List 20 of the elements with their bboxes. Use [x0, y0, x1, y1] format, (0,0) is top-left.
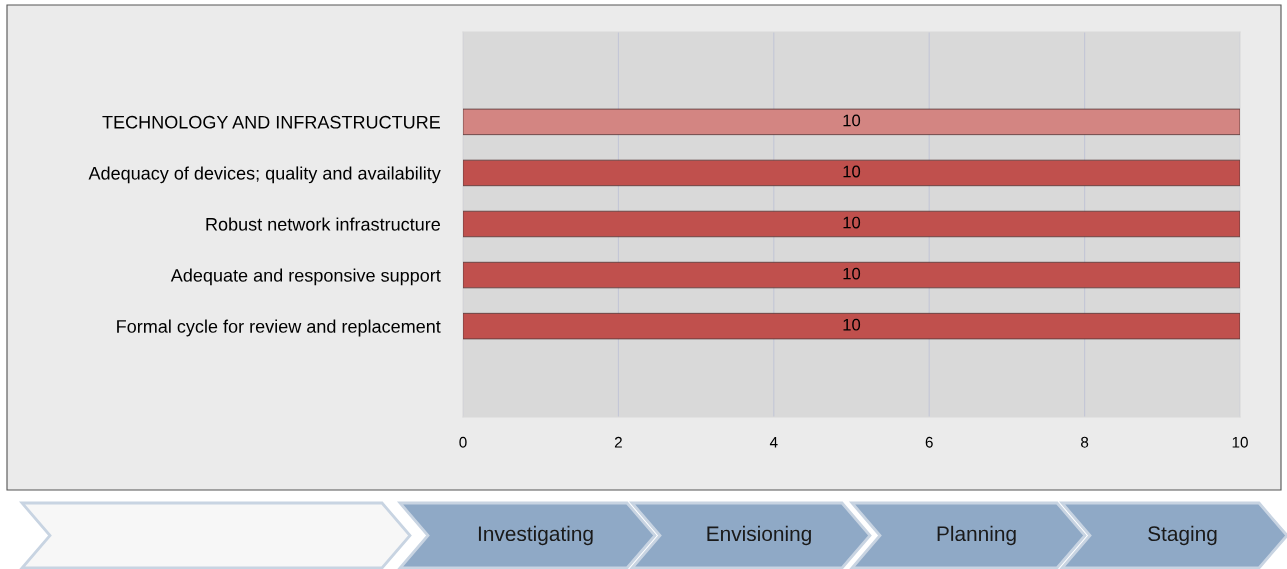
- x-tick-label: 8: [1081, 436, 1089, 448]
- y-tick-label: Adequate and responsive support: [170, 268, 441, 286]
- text: Planning: [937, 525, 1016, 546]
- data-label: 10: [843, 216, 861, 229]
- y-tick-label: Robust network infrastructure: [206, 217, 440, 231]
- data-label: 10: [843, 318, 861, 331]
- y-tick-label: Formal cycle for review and replacement: [117, 319, 441, 337]
- x-tick-label: 10: [1232, 436, 1248, 448]
- text: Envisioning: [707, 525, 811, 546]
- text: Staging: [1148, 525, 1217, 546]
- x-tick-label: 4: [769, 437, 778, 448]
- y-tick-label: Adequacy of devices; quality and availability: [88, 166, 441, 184]
- x-tick-label: 2: [614, 436, 622, 448]
- x-tick-label: 0: [459, 436, 467, 448]
- y-tick-label: TECHNOLOGY AND INFRASTRUCTURE: [102, 115, 440, 129]
- x-tick-label: 6: [925, 436, 933, 448]
- data-label: 10: [843, 165, 861, 178]
- data-label: 10: [843, 267, 861, 280]
- text: Investigating: [478, 525, 593, 546]
- data-label: 10: [843, 114, 861, 127]
